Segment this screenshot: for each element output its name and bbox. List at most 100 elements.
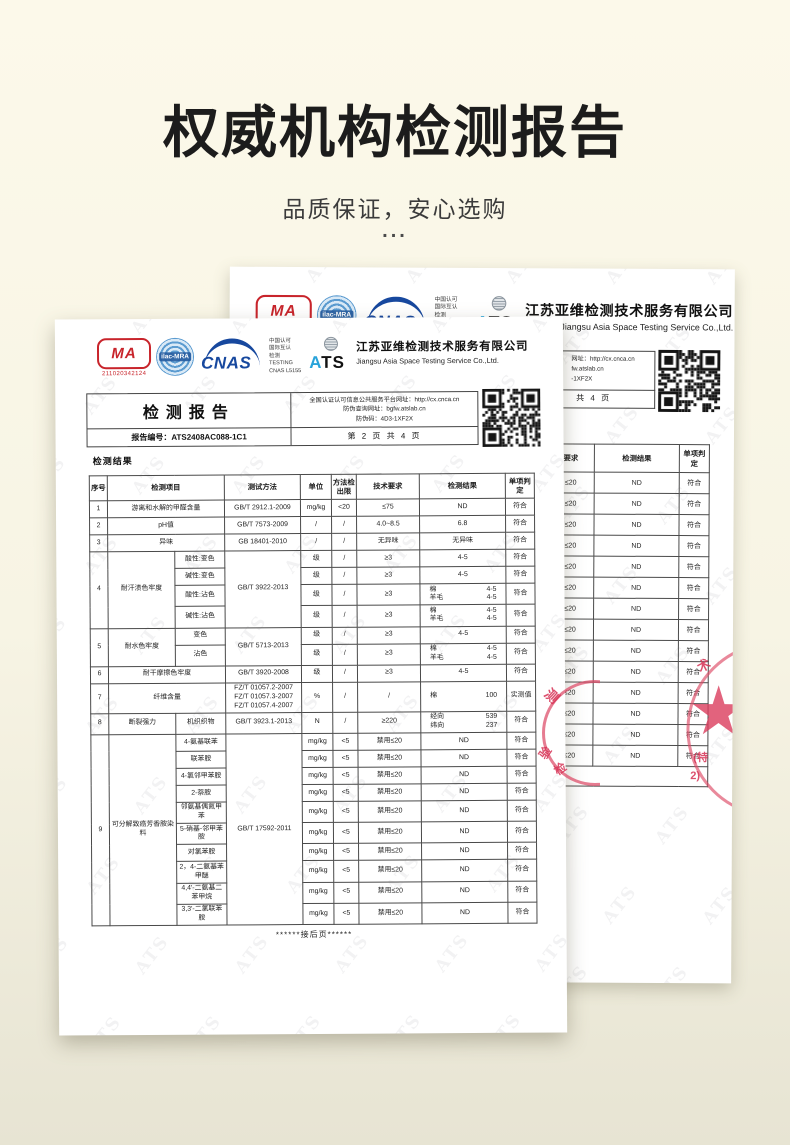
- continued-note: ******接后页******: [275, 929, 353, 940]
- column-header: 单项判定: [505, 473, 535, 499]
- table-cell: 酸性:沾色: [174, 585, 226, 607]
- table-cell: 棉 4-5 羊毛 4-5: [420, 604, 507, 627]
- table-cell: 可分解致癌芳香胺染料: [108, 734, 178, 926]
- table-cell: N: [301, 711, 333, 734]
- cnas-logo-icon: CNAS: [199, 337, 265, 375]
- ats-watermark: ATS: [54, 612, 72, 659]
- table-cell: 级: [300, 584, 333, 606]
- table-cell: 4.0~8.5: [356, 515, 420, 534]
- table-cell: 符合: [678, 577, 709, 599]
- column-header: 检测项目: [107, 475, 225, 501]
- table-cell: GB/T 3922-2013: [224, 550, 302, 628]
- table-row: ≤20 ND 符合: [546, 681, 709, 704]
- table-cell: 酸性:变色: [174, 551, 225, 569]
- table-cell: ND: [421, 783, 508, 801]
- column-header: 序号: [89, 475, 108, 501]
- certificate-page-front: ATS ATS ATS ATS ATS ATS ATS ATS ATS ATS ATS ATS ATS A…: [54, 316, 568, 1036]
- table-cell: 无异味: [356, 532, 420, 551]
- company-name-cn: 江苏亚维检测技术服务有限公司: [356, 340, 529, 354]
- ats-label: ATS: [309, 352, 346, 373]
- column-header: 检测结果: [419, 473, 506, 499]
- table-cell: GB/T 3923.1-2013: [225, 712, 302, 734]
- table-cell: 棉 100: [420, 681, 507, 712]
- table-cell: ND: [593, 661, 679, 683]
- table-cell: /: [332, 605, 358, 627]
- table-cell: 4-5: [420, 625, 507, 644]
- ats-logo-icon: ATS: [308, 336, 350, 373]
- table-cell: ND: [421, 842, 508, 861]
- table-cell: ND: [420, 749, 508, 767]
- table-cell: ND: [421, 880, 508, 903]
- table-cell: <5: [333, 784, 359, 802]
- table-cell: mg/kg: [301, 733, 333, 751]
- ats-watermark: ATS: [226, 267, 245, 286]
- table-cell: 对氯苯胺: [176, 844, 227, 862]
- ats-watermark: ATS: [54, 932, 74, 979]
- table-cell: 碱性:沾色: [175, 606, 226, 628]
- table-cell: [545, 765, 708, 787]
- table-cell: ND: [593, 598, 679, 620]
- table-cell: ND: [593, 640, 679, 662]
- table-cell: ND: [421, 800, 508, 822]
- table-cell: 禁用≤20: [358, 821, 422, 844]
- table-cell: 符合: [507, 901, 538, 924]
- table-cell: ND: [594, 493, 680, 515]
- table-cell: 2，4-二氨基苯甲醚: [176, 861, 227, 883]
- table-cell: <5: [333, 860, 359, 882]
- table-cell: ≥3: [357, 664, 421, 682]
- globe-icon: [491, 296, 507, 311]
- table-cell: 4-5: [420, 664, 507, 682]
- results-table: 序号 检测项目 测试方法 单位 方法检出限 技术要求 检测结果 单项判定 1 游离和水解的甲醛含量…: [89, 473, 538, 927]
- qr-code: [482, 388, 541, 447]
- ats-watermark: ATS: [55, 316, 70, 338]
- table-cell: GB/T 3920-2008: [225, 665, 302, 683]
- table-cell: 4: [89, 551, 109, 629]
- table-cell: 纤维含量: [108, 682, 226, 714]
- table-cell: 符合: [679, 472, 710, 494]
- table-cell: 禁用≤20: [358, 843, 422, 861]
- table-cell: /: [331, 550, 357, 568]
- table-cell: 3: [89, 534, 108, 552]
- table-cell: 符合: [505, 549, 535, 567]
- table-cell: ≥3: [356, 583, 421, 606]
- table-cell: ND: [592, 745, 678, 767]
- table-cell: mg/kg: [300, 499, 332, 517]
- table-cell: ND: [593, 535, 679, 557]
- table-cell: 符合: [507, 880, 537, 903]
- table-cell: /: [331, 567, 357, 585]
- table-cell: mg/kg: [302, 767, 334, 785]
- table-row: ≤20 ND 符合: [547, 492, 710, 515]
- table-cell: ND: [592, 703, 679, 725]
- table-cell: 符合: [505, 498, 535, 516]
- table-cell: 符合: [678, 598, 709, 620]
- table-cell: mg/kg: [302, 822, 334, 844]
- table-cell: 级: [300, 567, 332, 585]
- table-cell: 禁用≤20: [358, 902, 423, 925]
- table-cell: 变色: [175, 627, 226, 645]
- cnas-label: CNAS: [201, 353, 252, 373]
- table-cell: ≤75: [356, 498, 420, 517]
- table-cell: 断裂强力: [108, 712, 176, 735]
- table-cell: 符合: [678, 661, 709, 683]
- table-cell: ND: [594, 472, 680, 494]
- column-header: 方法检出限: [331, 474, 357, 500]
- table-cell: mg/kg: [302, 784, 334, 802]
- table-cell: /: [331, 584, 358, 606]
- accreditation-text-block: 中国认可 国际互认 检测 TESTING CNAS L5155: [268, 338, 302, 374]
- table-cell: 3,3'-二氯联苯胺: [176, 903, 228, 926]
- table-cell: 符合: [678, 619, 709, 641]
- page-title: 权威机构检测报告: [163, 101, 627, 164]
- table-cell: 符合: [677, 745, 708, 767]
- table-cell: 4-氯邻甲苯胺: [176, 767, 227, 786]
- table-cell: 禁用≤20: [357, 732, 421, 751]
- table-row: ≤20 ND 符合: [546, 660, 709, 683]
- table-cell: 6.8: [419, 515, 506, 533]
- table-cell: 符合: [507, 859, 537, 881]
- table-cell: GB 18401-2010: [224, 533, 301, 552]
- table-cell: 符合: [678, 514, 710, 536]
- column-header: 技术要求: [356, 473, 420, 500]
- table-cell: GB/T 7573-2009: [224, 516, 301, 535]
- table-cell: 棉 4-5 羊毛 4-5: [419, 583, 507, 606]
- table-cell: /: [331, 533, 357, 551]
